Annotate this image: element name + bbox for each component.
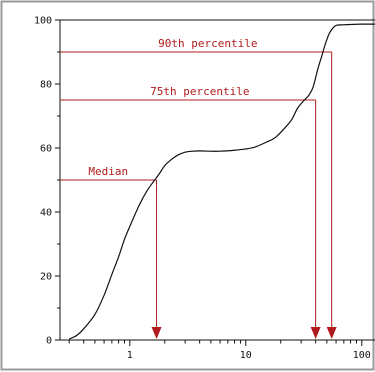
x-tick-label-0: 1 (127, 350, 133, 361)
median-label: Median (88, 165, 128, 178)
x-tick-label-2: 100 (353, 350, 371, 361)
axes: 0 20 40 60 80 100 1 10 100 (34, 16, 375, 361)
median-arrow (151, 327, 162, 339)
y-tick-label-3: 60 (40, 144, 52, 155)
percentile-annotations: Median 75th percentile 90th percentile (60, 37, 337, 339)
75th-percentile-arrow (310, 327, 321, 339)
x-tick-label-1: 10 (240, 350, 252, 361)
series-curve-group (68, 23, 375, 340)
y-tick-label-2: 40 (40, 208, 52, 219)
series-line (68, 23, 375, 340)
y-tick-label-4: 80 (40, 80, 52, 91)
90th-percentile-arrow (326, 327, 337, 339)
y-tick-label-0: 0 (46, 336, 52, 347)
y-tick-label-1: 20 (40, 272, 52, 283)
75th-percentile-label: 75th percentile (150, 85, 249, 98)
y-tick-label-5: 100 (34, 16, 52, 27)
90th-percentile-label: 90th percentile (158, 37, 257, 50)
